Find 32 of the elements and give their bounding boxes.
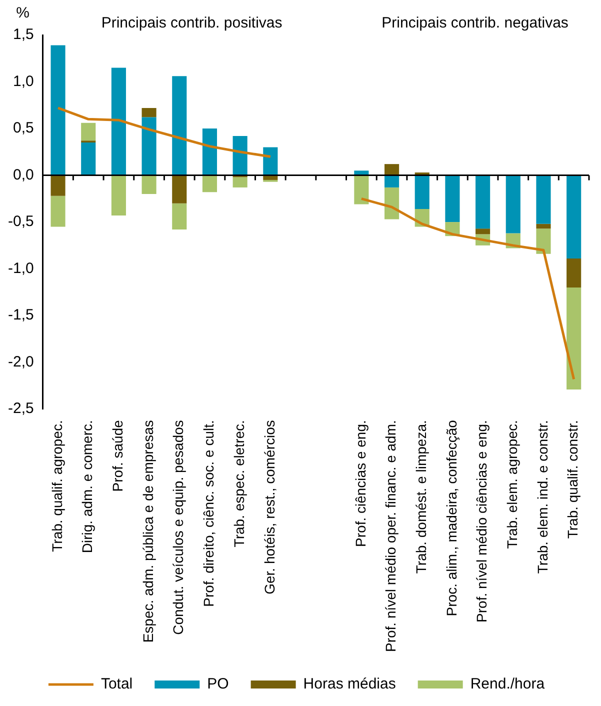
y-tick-label: -0,5 xyxy=(8,213,34,230)
x-tick-label: Prof. ciências e eng. xyxy=(352,420,368,547)
x-tick-label: Trab. qualif. agropec. xyxy=(48,420,65,552)
text: Principais contrib. positivas xyxy=(101,14,282,32)
x-tick-label: Prof. direito, ciênc. soc. e cult. xyxy=(200,420,217,607)
x-tick-label: Espec. adm. pública e de empresas xyxy=(140,420,156,643)
legend-label: Total xyxy=(100,676,133,693)
x-tick-label: Trab. domést. e limpeza. xyxy=(412,420,429,574)
y-tick-label: 0,5 xyxy=(12,120,34,137)
y-tick-label: 1,0 xyxy=(12,72,34,90)
x-tick-label: Condut. veículos e equip. pesados xyxy=(170,420,186,635)
x-tick-label: Prof. nível médio oper. financ. e adm. xyxy=(382,420,399,652)
y-tick-label: -2,0 xyxy=(8,353,34,370)
y-tick-label: -2,5 xyxy=(8,400,34,418)
legend-label: PO xyxy=(207,676,229,693)
text: Principais contrib. negativas xyxy=(382,14,568,32)
y-axis-title: % xyxy=(16,4,30,22)
y-tick-label: 0,0 xyxy=(12,166,34,184)
legend-label: Horas médias xyxy=(303,676,396,693)
legend-label: Rend./hora xyxy=(470,676,546,693)
x-tick-label: Prof. saúde xyxy=(110,420,126,492)
y-tick-label: -1,5 xyxy=(8,306,34,324)
x-tick-label: Prof. nível médio ciências e eng. xyxy=(474,420,490,622)
x-tick-label: Trab. elem. ind. e constr. xyxy=(534,420,550,574)
x-tick-label: Dirig. adm. e comerc. xyxy=(79,420,96,554)
x-tick-label: Trab. qualif. constr. xyxy=(564,420,581,539)
y-tick-label: 1,5 xyxy=(12,26,34,44)
y-tick-label: -1,0 xyxy=(8,260,34,277)
x-tick-label: Trab. espec. eletrec. xyxy=(230,420,247,548)
x-tick-label: Proc. alim., madeira, confecção xyxy=(443,420,460,616)
x-tick-label: Ger. hotéis, rest., comércios xyxy=(261,420,278,594)
x-tick-label: Trab. elem. agropec. xyxy=(504,420,520,549)
